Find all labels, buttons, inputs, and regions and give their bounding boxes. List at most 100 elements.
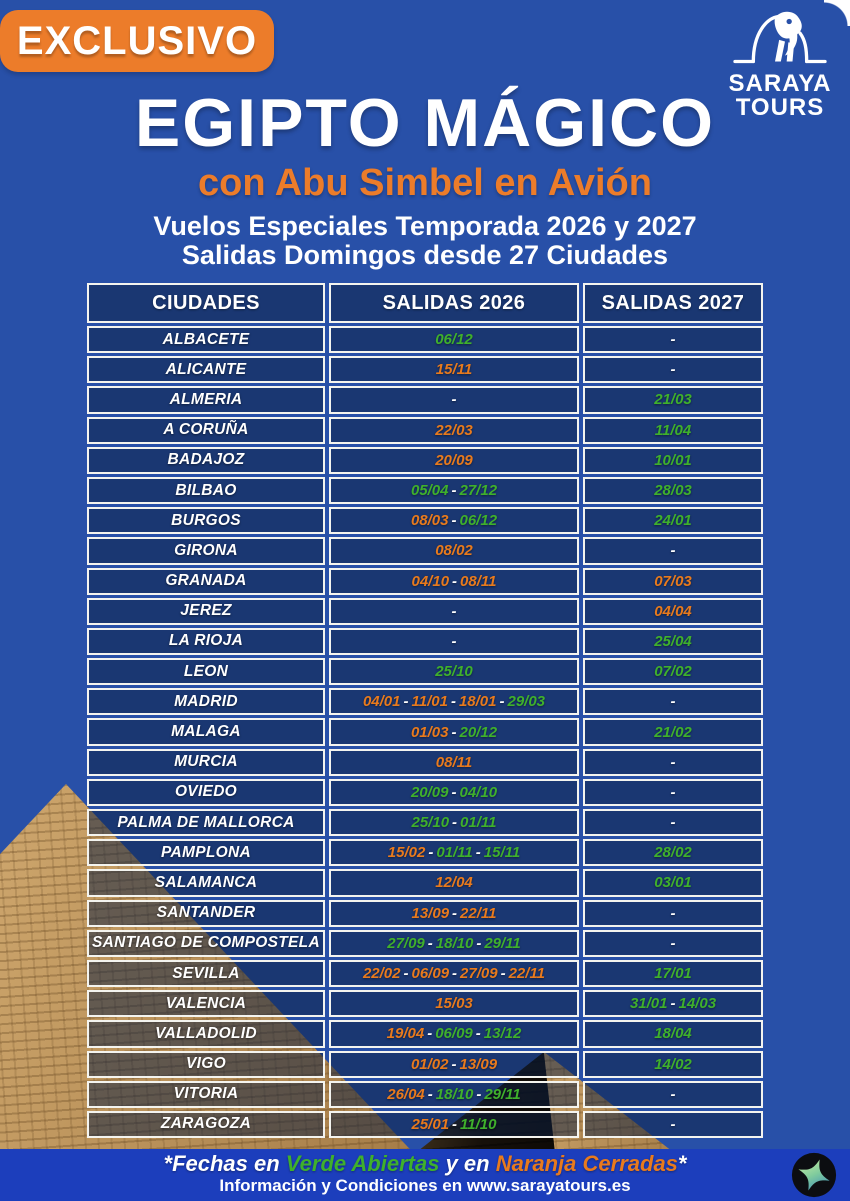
- departure-date-open: 25/10: [435, 663, 473, 681]
- departure-date-closed: 04/04: [654, 602, 692, 620]
- salidas-2027-cell: -: [583, 809, 763, 837]
- no-departure-dash: -: [670, 814, 676, 832]
- no-departure-dash: -: [670, 1115, 676, 1133]
- salidas-2026-cell: 08/11: [329, 748, 579, 776]
- departure-date-closed: 11/01: [411, 693, 448, 711]
- departure-date-closed: 13/09: [459, 1055, 498, 1073]
- column-header-cities: CIUDADES: [87, 283, 325, 323]
- salidas-2026-cell: 08/02: [329, 537, 579, 565]
- no-departure-dash: -: [670, 1085, 676, 1103]
- city-cell: GIRONA: [87, 537, 325, 565]
- salidas-2027-cell: -: [583, 688, 763, 716]
- city-cell: MALAGA: [87, 718, 325, 746]
- brand-name-line1: SARAYA: [728, 70, 832, 97]
- table-row: SEVILLA 22/02-06/09-27/09-22/11 17/01: [87, 959, 763, 988]
- exclusive-badge-label: EXCLUSIVO: [16, 18, 258, 63]
- departure-date-closed: 22/03: [435, 421, 473, 439]
- departure-date-open: 24/01: [654, 512, 692, 530]
- no-departure-dash: -: [670, 934, 676, 952]
- departure-date-open: 25/10: [411, 814, 450, 832]
- departure-date-closed: 08/11: [435, 753, 473, 771]
- table-row: OVIEDO 20/09-04/10-: [87, 778, 763, 806]
- salidas-2026-cell: 05/04-27/12: [329, 476, 579, 505]
- no-departure-dash: -: [670, 904, 676, 922]
- salidas-2026-cell: 15/02-01/11-15/11: [329, 839, 579, 867]
- departure-date-closed: 08/02: [435, 542, 473, 560]
- city-cell: VALLADOLID: [87, 1020, 325, 1048]
- salidas-2027-cell: 21/02: [583, 718, 763, 746]
- city-cell: MURCIA: [87, 748, 325, 776]
- departure-date-open: 28/03: [654, 482, 692, 500]
- salidas-2026-cell: -: [329, 386, 579, 414]
- table-row: BADAJOZ 20/09 10/01: [87, 446, 763, 474]
- departure-date-open: 15/11: [483, 844, 521, 862]
- table-row: VALLADOLID 19/04-06/09-13/12 18/04: [87, 1020, 763, 1048]
- departure-date-closed: 06/09: [411, 965, 450, 983]
- season-line: Vuelos Especiales Temporada 2026 y 2027: [153, 211, 697, 241]
- table-row: BURGOS 08/03-06/12 24/01: [87, 507, 763, 535]
- departure-date-open: 31/01: [629, 995, 668, 1013]
- no-departure-dash: -: [670, 542, 676, 560]
- table-row: ALBACETE 06/12 -: [87, 326, 763, 354]
- no-departure-dash: -: [670, 693, 676, 711]
- city-cell: VIGO: [87, 1050, 325, 1078]
- departure-date-closed: 18/01: [458, 693, 497, 711]
- departure-date-closed: 08/03: [410, 512, 449, 530]
- salidas-2026-cell: 20/09-04/10: [329, 778, 579, 806]
- exclusive-badge: EXCLUSIVO: [0, 10, 274, 72]
- departure-date-closed: 22/11: [508, 965, 546, 983]
- departure-date-open: 25/04: [654, 632, 692, 650]
- no-departure-dash: -: [451, 632, 457, 650]
- city-cell: BADAJOZ: [87, 446, 325, 474]
- salidas-2027-cell: 28/02: [583, 839, 763, 867]
- departure-date-closed: 26/04: [387, 1085, 425, 1103]
- departure-date-closed: 12/04: [435, 874, 473, 892]
- date-separator: -: [451, 482, 457, 500]
- no-departure-dash: -: [670, 361, 676, 379]
- departure-date-open: 01/11: [436, 844, 473, 862]
- departure-date-open: 18/10: [435, 1085, 474, 1103]
- salidas-2026-cell: 25/10: [329, 658, 579, 686]
- date-separator: -: [451, 512, 457, 530]
- city-cell: VITORIA: [87, 1080, 325, 1108]
- table-row: PALMA DE MALLORCA 25/10-01/11-: [87, 809, 763, 837]
- departure-date-open: 04/10: [459, 783, 498, 801]
- salidas-2027-cell: -: [583, 899, 763, 927]
- departure-date-open: 18/04: [654, 1025, 692, 1043]
- salidas-2026-cell: 04/10-08/11: [329, 567, 579, 595]
- salidas-2026-cell: 26/04-18/10-29/11: [329, 1080, 579, 1108]
- city-cell: ALBACETE: [87, 326, 325, 354]
- no-departure-dash: -: [451, 602, 457, 620]
- date-separator: -: [450, 693, 456, 711]
- no-departure-dash: -: [670, 331, 676, 349]
- city-cell: JEREZ: [87, 597, 325, 625]
- salidas-2026-cell: -: [329, 597, 579, 625]
- salidas-2026-cell: 22/03: [329, 416, 579, 444]
- table-row: SALAMANCA 12/04 03/01: [87, 869, 763, 897]
- departure-date-closed: 04/01: [362, 693, 401, 711]
- departure-date-open: 06/09: [435, 1025, 473, 1043]
- falcon-icon: [733, 11, 827, 64]
- date-separator: -: [452, 814, 458, 832]
- city-cell: LEON: [87, 658, 325, 686]
- table-row: ZARAGOZA 25/01-11/10-: [87, 1110, 763, 1139]
- color-legend: *Fechas en Verde Abiertas y en Naranja C…: [0, 1149, 850, 1176]
- city-cell: MADRID: [87, 688, 325, 716]
- table-row: ALICANTE 15/11 -: [87, 356, 763, 384]
- departure-date-open: 07/02: [654, 663, 692, 681]
- table-row: MALAGA 01/03-20/12 21/02: [87, 718, 763, 746]
- salidas-2027-cell: 11/04: [583, 416, 763, 444]
- departure-date-open: 03/01: [654, 874, 692, 892]
- legend-segment-white: *Fechas en: [163, 1151, 286, 1176]
- table-row: PAMPLONA 15/02-01/11-15/11 28/02: [87, 839, 763, 867]
- date-separator: -: [476, 934, 482, 952]
- salidas-2027-cell: 04/04: [583, 597, 763, 625]
- departure-date-open: 27/12: [459, 482, 498, 500]
- salidas-2027-cell: -: [583, 537, 763, 565]
- departure-date-closed: 22/02: [362, 965, 401, 983]
- legend-segment-open: Verde Abiertas: [285, 1151, 440, 1176]
- departure-date-open: 14/03: [678, 995, 717, 1013]
- city-cell: VALENCIA: [87, 990, 325, 1018]
- departure-date-closed: 01/02: [410, 1055, 449, 1073]
